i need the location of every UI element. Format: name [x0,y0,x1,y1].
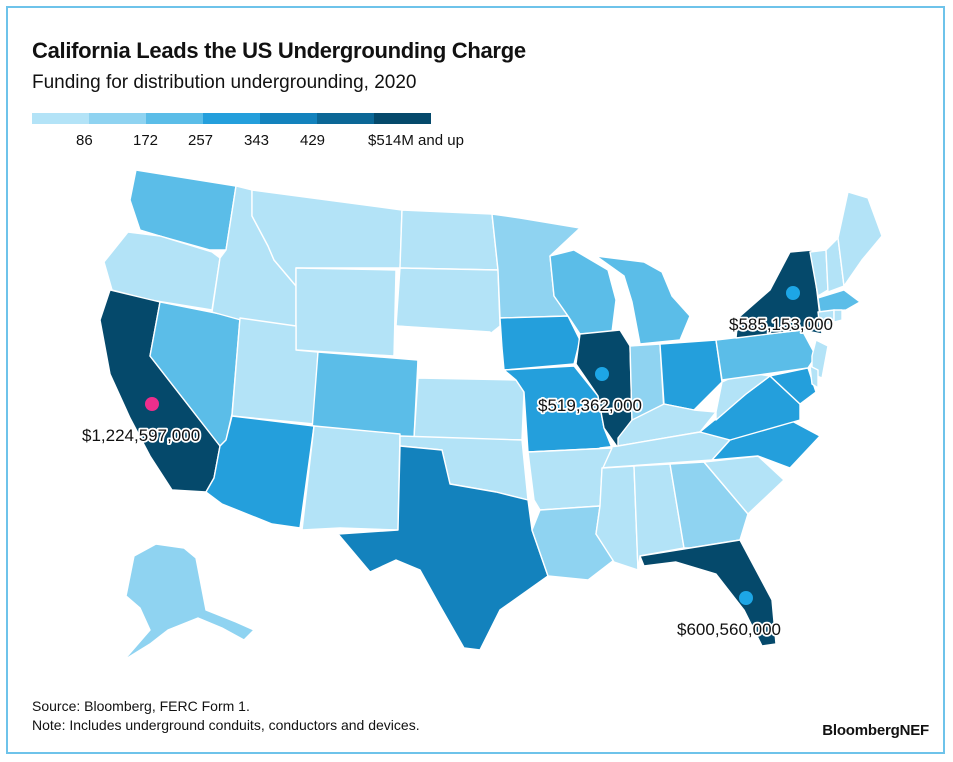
legend-swatch-2 [89,113,146,124]
state-maine [837,191,883,287]
legend-label-172: 172 [133,132,159,149]
state-florida [639,539,777,647]
marker-new-york [786,286,800,300]
figure-frame [6,6,945,754]
legend-swatch-6 [317,113,374,124]
brand-logo-text: BloombergNEF [822,722,929,739]
state-hawaii-kauai [277,595,291,607]
state-south-dakota [395,267,501,335]
source-note: Source: Bloomberg, FERC Form 1. Note: In… [32,697,420,735]
legend-label-257: 257 [188,132,214,149]
legend-swatch-4 [203,113,260,124]
state-colorado [311,351,419,439]
state-arkansas [527,447,613,511]
callout-california: $1,224,597,000 [82,426,200,445]
state-wyoming [295,267,397,357]
marker-illinois [595,367,609,381]
legend-label-86: 86 [76,132,93,149]
legend-swatch-3 [146,113,203,124]
source-line: Source: Bloomberg, FERC Form 1. [32,698,250,714]
callout-new-york: $585,153,000 [729,315,833,334]
map-title: California Leads the US Undergrounding C… [32,38,526,63]
state-massachusetts [817,289,861,313]
legend-swatch-1 [32,113,89,124]
state-texas [337,445,549,651]
state-maryland [769,367,817,405]
state-delaware [809,365,819,389]
state-hawaii-maui [325,623,341,635]
map-subtitle: Funding for distribution undergrounding,… [32,72,417,93]
state-hawaii-oahu [301,607,315,619]
marker-florida [739,591,753,605]
legend-color-bar [32,113,431,124]
legend: 86 172 257 343 429 $514M and up [32,113,464,154]
state-alaska [123,543,255,661]
marker-california [145,397,159,411]
state-new-mexico [301,425,401,531]
state-north-dakota [399,209,499,271]
note-line: Note: Includes underground conduits, con… [32,717,420,733]
state-nebraska [393,325,517,379]
state-ohio [659,339,723,411]
legend-labels: 86 172 257 343 429 $514M and up [32,132,464,154]
state-rhode-island [833,309,843,323]
legend-swatch-7 [374,113,431,124]
legend-label-429: 429 [300,132,326,149]
state-hawaii-big-island [341,639,363,661]
legend-swatch-5 [260,113,317,124]
state-michigan [595,255,691,345]
state-iowa [499,315,581,371]
state-kansas [413,377,525,441]
state-arizona [205,415,315,529]
callout-illinois: $519,362,000 [538,396,642,415]
legend-label-514m-and-up: $514M and up [368,132,464,149]
callout-florida: $600,560,000 [677,620,781,639]
legend-label-343: 343 [244,132,270,149]
